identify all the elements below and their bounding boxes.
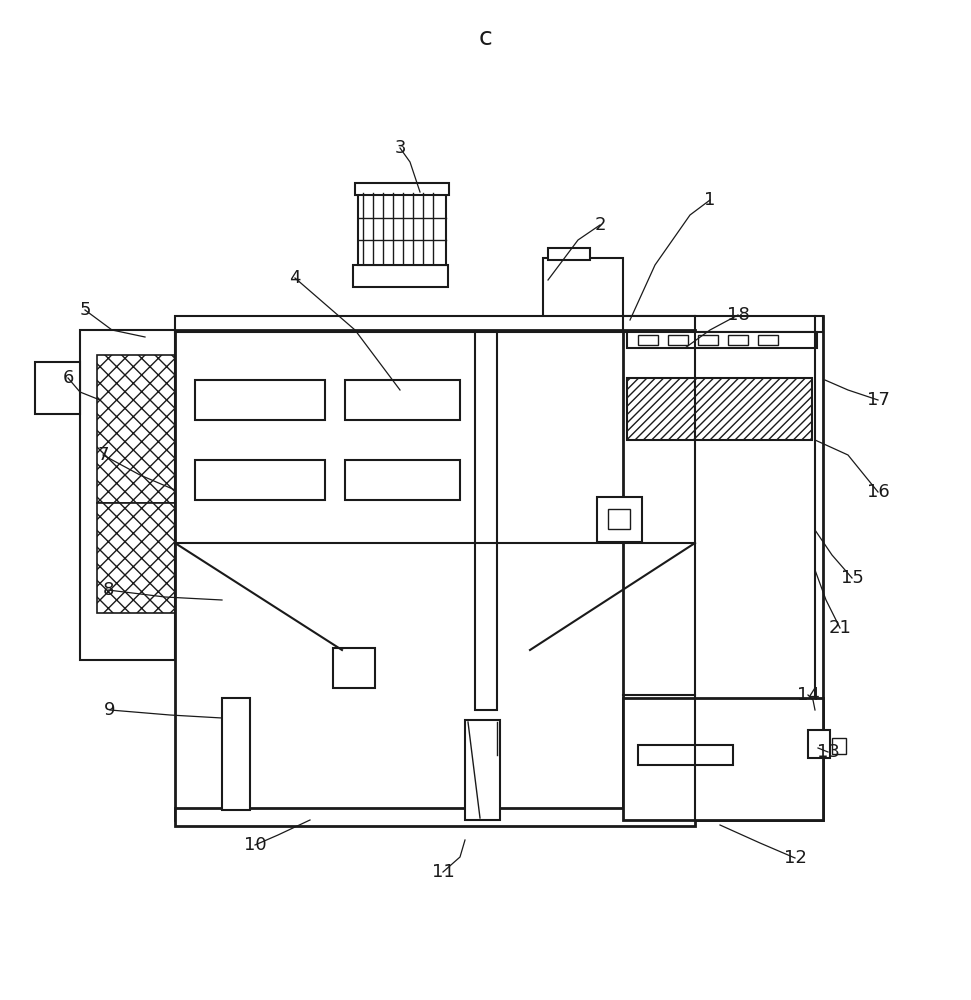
Bar: [623, 698, 823, 820]
Text: 2: 2: [594, 216, 606, 234]
Bar: [627, 378, 812, 440]
Bar: [97, 503, 175, 613]
Bar: [175, 330, 695, 820]
Bar: [627, 332, 817, 348]
Bar: [175, 808, 695, 826]
Bar: [345, 380, 460, 420]
Text: c: c: [479, 26, 493, 50]
Text: 8: 8: [102, 581, 114, 599]
Bar: [222, 698, 250, 810]
Bar: [728, 335, 748, 345]
Bar: [623, 316, 823, 332]
Bar: [698, 335, 718, 345]
Bar: [548, 248, 590, 260]
Bar: [668, 335, 688, 345]
Bar: [638, 745, 733, 765]
Text: 4: 4: [289, 269, 301, 287]
Text: 12: 12: [784, 849, 807, 867]
Text: 5: 5: [80, 301, 90, 319]
Text: 11: 11: [432, 863, 454, 881]
Bar: [758, 335, 778, 345]
Bar: [80, 330, 195, 660]
Bar: [543, 258, 623, 330]
Bar: [597, 497, 642, 542]
Bar: [475, 330, 497, 710]
Bar: [345, 460, 460, 500]
Text: 15: 15: [841, 569, 863, 587]
Text: 13: 13: [817, 743, 840, 761]
Bar: [638, 335, 658, 345]
Text: 18: 18: [726, 306, 750, 324]
Bar: [353, 265, 448, 287]
Text: 21: 21: [828, 619, 852, 637]
Bar: [623, 316, 823, 820]
Bar: [195, 380, 325, 420]
Text: 16: 16: [867, 483, 889, 501]
Bar: [35, 362, 80, 414]
Bar: [333, 648, 375, 688]
Bar: [465, 720, 500, 820]
Text: 17: 17: [866, 391, 889, 409]
Bar: [175, 316, 695, 332]
Text: 6: 6: [62, 369, 74, 387]
Bar: [195, 460, 325, 500]
Text: 10: 10: [244, 836, 266, 854]
Text: 1: 1: [704, 191, 716, 209]
Text: 3: 3: [394, 139, 406, 157]
Bar: [808, 730, 830, 758]
Text: 7: 7: [97, 446, 109, 464]
Bar: [355, 183, 449, 195]
Bar: [608, 509, 630, 529]
Bar: [358, 192, 446, 265]
Text: 9: 9: [104, 701, 116, 719]
Text: 14: 14: [796, 686, 820, 704]
Bar: [832, 738, 846, 754]
Bar: [97, 355, 175, 503]
